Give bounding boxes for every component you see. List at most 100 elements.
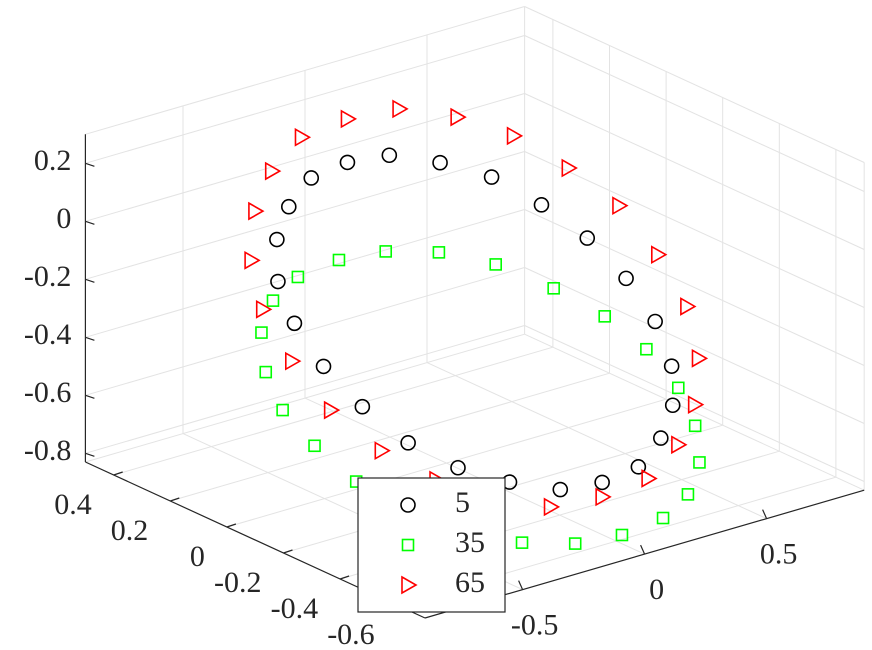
x-grid-line xyxy=(426,362,767,520)
marker-circle xyxy=(450,459,466,476)
marker-circle xyxy=(280,198,297,215)
marker-square xyxy=(640,342,653,356)
marker-triangle xyxy=(561,158,578,178)
z-tick xyxy=(85,452,95,457)
y-tick xyxy=(339,575,350,580)
marker-triangle xyxy=(284,351,302,371)
marker-circle xyxy=(552,481,569,498)
marker-square xyxy=(547,282,560,295)
x-tick-label: -0.5 xyxy=(511,608,559,641)
marker-circle xyxy=(483,169,500,185)
marker-square xyxy=(259,365,273,379)
x-tick-label: 0 xyxy=(649,573,664,606)
marker-square xyxy=(291,270,305,284)
x-grid-line xyxy=(304,397,645,555)
marker-circle xyxy=(664,397,681,414)
legend-label: 35 xyxy=(455,526,485,559)
marker-square xyxy=(308,439,321,453)
z-grid-line xyxy=(85,325,525,454)
legend: 5 35 65 xyxy=(357,477,506,613)
marker-triangle xyxy=(264,161,282,181)
marker-triangle xyxy=(340,109,358,129)
marker-square xyxy=(332,253,346,267)
marker-circle xyxy=(533,197,550,213)
z-grid-line xyxy=(85,35,525,164)
marker-circle xyxy=(339,154,356,171)
marker-triangle xyxy=(392,99,409,119)
legend-marker xyxy=(400,497,416,513)
marker-triangle xyxy=(671,435,688,455)
marker-circle xyxy=(315,358,332,375)
marker-square xyxy=(515,536,529,549)
marker-circle xyxy=(579,230,596,246)
y-tick xyxy=(113,471,123,476)
y-grid-line xyxy=(170,372,610,502)
marker-triangle xyxy=(323,400,341,420)
marker-circle xyxy=(400,435,416,451)
y-tick-label: 0.4 xyxy=(54,488,92,521)
marker-square xyxy=(656,511,670,525)
z-grid-line xyxy=(524,93,865,250)
axes-layer: -0.500.5-0.6-0.4-0.200.20.4-0.8-0.6-0.4-… xyxy=(24,134,865,650)
marker-square xyxy=(681,488,695,501)
y-tick xyxy=(283,549,293,554)
marker-circle xyxy=(630,459,647,475)
z-grid-line xyxy=(85,267,525,396)
marker-circle xyxy=(594,474,610,491)
y-tick-label: -0.6 xyxy=(327,618,375,650)
marker-square xyxy=(489,258,503,271)
x-tick-label: 0.5 xyxy=(760,537,798,570)
marker-square xyxy=(598,310,612,323)
z-tick-label: 0.2 xyxy=(34,144,72,177)
z-tick xyxy=(85,162,95,167)
y-tick-label: -0.2 xyxy=(214,566,262,599)
legend-marker xyxy=(401,575,418,595)
y-tick xyxy=(170,497,180,502)
legend-marker xyxy=(401,538,415,552)
marker-square xyxy=(255,326,268,339)
marker-circle xyxy=(618,270,634,287)
marker-square xyxy=(671,381,685,395)
z-tick xyxy=(85,220,95,225)
y-grid-line xyxy=(113,346,554,476)
x-tick xyxy=(640,544,646,555)
y-tick-label: 0.2 xyxy=(111,514,149,547)
marker-triangle xyxy=(506,126,524,146)
z-tick-label: -0.4 xyxy=(24,318,72,351)
marker-square xyxy=(379,245,393,258)
marker-triangle xyxy=(543,497,561,517)
z-tick xyxy=(85,278,95,283)
z-grid-line xyxy=(524,151,865,308)
marker-triangle xyxy=(374,441,391,461)
y-grid-line xyxy=(226,398,667,528)
marker-square xyxy=(276,403,289,417)
marker-circle xyxy=(381,147,398,164)
y-tick xyxy=(226,523,237,528)
marker-square xyxy=(568,537,582,550)
legend-label: 65 xyxy=(455,566,485,599)
legend-box xyxy=(357,477,506,613)
z-tick xyxy=(85,336,95,341)
z-grid-line xyxy=(524,209,865,366)
marks-layer xyxy=(244,99,709,550)
marker-circle xyxy=(432,154,448,171)
marker-circle xyxy=(286,315,303,332)
z-grid-line xyxy=(85,209,525,338)
marker-triangle xyxy=(691,348,709,368)
marker-circle xyxy=(653,430,669,446)
z-tick-label: -0.6 xyxy=(24,376,72,409)
z-tick-label: 0 xyxy=(56,202,71,235)
marker-triangle xyxy=(650,245,668,265)
z-grid-line xyxy=(524,35,865,192)
y-tick-label: 0 xyxy=(190,540,205,573)
marker-square xyxy=(693,456,706,469)
box-edge xyxy=(524,333,865,491)
z-tick-label: -0.8 xyxy=(24,434,72,467)
marker-square xyxy=(432,246,446,259)
marker-circle xyxy=(303,170,320,186)
marker-triangle xyxy=(244,250,261,270)
marker-triangle xyxy=(687,395,705,415)
marker-triangle xyxy=(255,299,273,319)
marker-circle xyxy=(647,313,663,330)
